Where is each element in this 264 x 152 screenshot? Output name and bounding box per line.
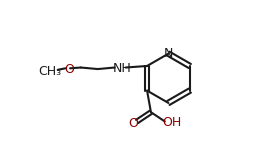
Text: OH: OH <box>162 116 181 129</box>
Text: O: O <box>128 117 138 130</box>
Text: CH₃: CH₃ <box>39 65 62 78</box>
Text: N: N <box>164 47 173 60</box>
Text: O: O <box>64 63 74 76</box>
Text: NH: NH <box>113 62 132 75</box>
